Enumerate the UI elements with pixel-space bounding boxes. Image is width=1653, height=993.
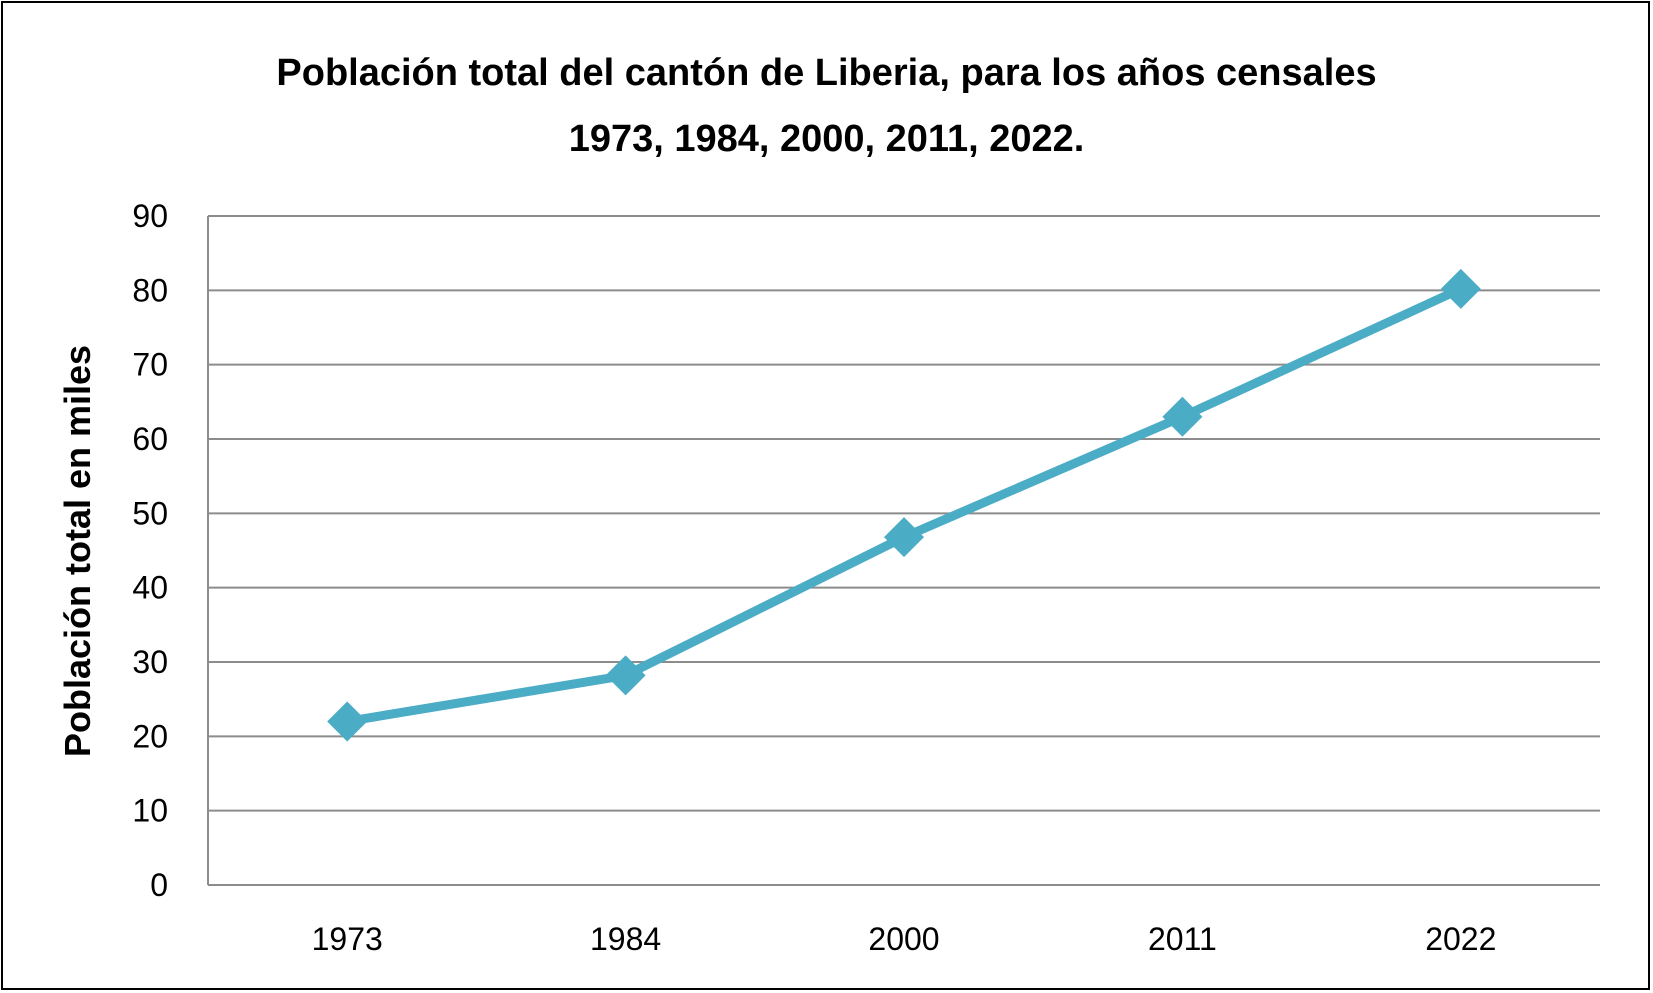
y-tick-label-0: 0 <box>150 867 168 903</box>
data-point-2011 <box>1162 396 1203 437</box>
data-point-2000 <box>884 517 924 558</box>
series <box>327 268 1481 742</box>
y-tick-labels: 0 10 20 30 40 50 60 70 80 90 <box>132 198 168 903</box>
x-tick-labels: 1973 1984 2000 2011 2022 <box>312 921 1497 957</box>
x-tick-label-2011: 2011 <box>1148 921 1217 957</box>
y-tick-label-40: 40 <box>132 570 168 606</box>
x-tick-label-2000: 2000 <box>868 921 939 957</box>
y-tick-label-50: 50 <box>132 495 168 531</box>
y-tick-label-20: 20 <box>132 718 168 754</box>
chart-title-line-2: 1973, 1984, 2000, 2011, 2022. <box>568 118 1085 160</box>
axes <box>207 216 1600 886</box>
data-point-2022 <box>1440 268 1481 309</box>
data-point-1984 <box>605 655 646 696</box>
y-tick-label-80: 80 <box>132 272 168 308</box>
y-axis-title: Población total en miles <box>57 345 98 757</box>
series-line-0 <box>342 284 1466 726</box>
chart-title-line-1: Población total del cantón de Liberia, p… <box>276 52 1377 94</box>
y-tick-label-70: 70 <box>132 347 168 383</box>
x-tick-label-1984: 1984 <box>590 921 661 957</box>
gridlines <box>208 215 1600 812</box>
chart-title: Población total del cantón de Liberia, p… <box>0 40 1653 172</box>
y-tick-label-90: 90 <box>132 198 168 234</box>
y-tick-label-30: 30 <box>132 644 168 680</box>
y-tick-label-60: 60 <box>132 421 168 457</box>
x-tick-label-2022: 2022 <box>1425 921 1496 957</box>
y-tick-label-10: 10 <box>132 793 168 829</box>
data-point-1973 <box>327 701 368 742</box>
x-tick-label-1973: 1973 <box>312 921 383 957</box>
